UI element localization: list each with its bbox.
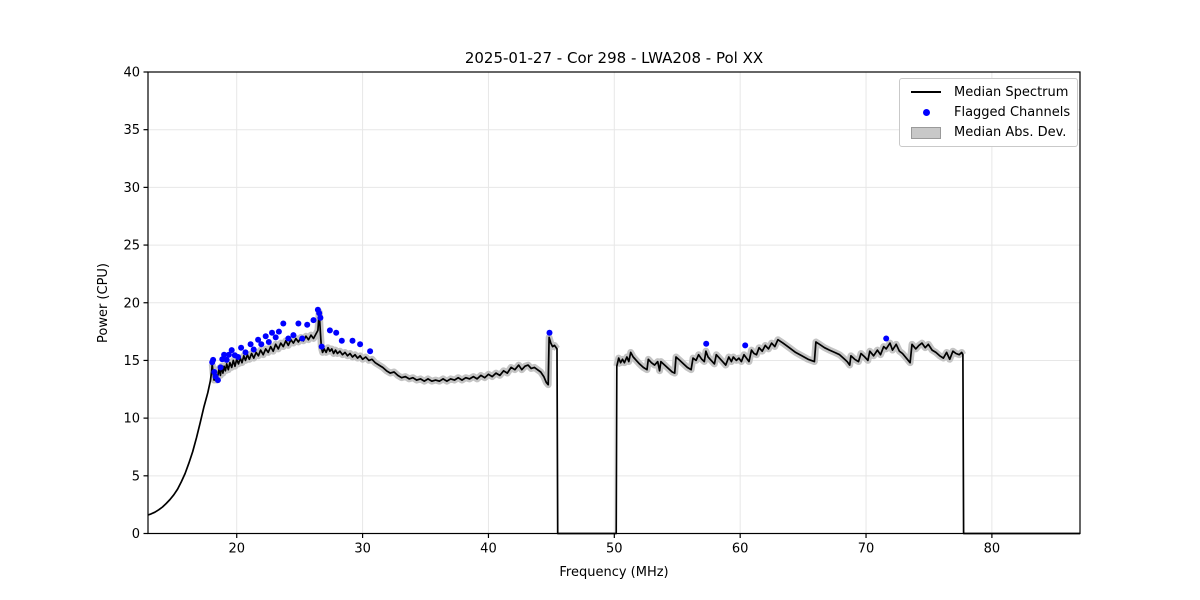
x-tick-label: 50 (606, 542, 623, 557)
flagged-channel-dot (223, 356, 230, 363)
flagged-channel-dot (316, 310, 323, 317)
flagged-channel-dot (280, 320, 287, 327)
flagged-channel-dot (219, 356, 226, 363)
flagged-channel-dot (217, 364, 224, 371)
y-axis-label: Power (CPU) (96, 263, 111, 343)
flagged-channel-dot (326, 327, 333, 334)
mad-band-segment (208, 308, 560, 389)
y-tick-label: 10 (123, 412, 140, 427)
legend-label: Median Abs. Dev. (954, 125, 1067, 141)
flagged-channel-dot (225, 351, 232, 358)
flagged-channel-dot (269, 329, 275, 336)
flagged-channel-dot (238, 344, 245, 351)
flagged-channel-dot (228, 347, 235, 354)
flagged-channel-dot (214, 377, 221, 384)
x-axis-label: Frequency (MHz) (559, 565, 668, 580)
legend: Median Spectrum Flagged Channels Median … (899, 78, 1078, 147)
median-spectrum-line (147, 311, 1080, 535)
flagged-channel-dot (265, 339, 272, 345)
legend-item-median-abs-dev: Median Abs. Dev. (906, 123, 1071, 143)
y-tick-label: 20 (123, 296, 140, 311)
flagged-channels-dot-icon (906, 108, 946, 116)
flagged-channel-dot (210, 356, 217, 363)
legend-label: Flagged Channels (954, 104, 1071, 120)
chart-title: 2025-01-27 - Cor 298 - LWA208 - Pol XX (465, 49, 763, 67)
median-spectrum-path (147, 311, 1080, 535)
flagged-channel-dot (338, 337, 345, 344)
flagged-channel-dot (299, 335, 306, 342)
axis-ticks: 20 30 40 50 60 70 80 0 5 10 15 20 25 30 35 40 (123, 66, 1000, 557)
x-tick-label: 60 (732, 542, 749, 557)
x-tick-label: 70 (858, 542, 875, 557)
legend-label: Median Spectrum (954, 84, 1069, 100)
y-tick-label: 35 (123, 123, 140, 138)
y-tick-label: 5 (132, 469, 140, 484)
flagged-channel-dot (275, 328, 282, 335)
flagged-channel-dot (703, 340, 710, 347)
flagged-channel-dot (317, 314, 324, 321)
legend-item-flagged-channels: Flagged Channels (906, 102, 1071, 122)
flagged-channel-dot (290, 332, 297, 339)
flagged-channel-dot (357, 341, 364, 348)
x-tick-label: 40 (480, 542, 497, 557)
legend-item-median-spectrum: Median Spectrum (906, 82, 1071, 102)
flagged-channel-dot (258, 341, 265, 348)
y-tick-label: 15 (123, 354, 140, 369)
flagged-channel-dot (272, 334, 279, 341)
flagged-channel-dot (295, 320, 302, 327)
flagged-channel-dot (742, 342, 749, 349)
mad-band-swatch-icon (906, 126, 946, 139)
flagged-channel-dot (255, 336, 262, 343)
flagged-channel-dot (235, 354, 241, 360)
flagged-channel-dot (211, 369, 218, 375)
flagged-channel-dot (304, 321, 311, 328)
flagged-channel-dot (250, 346, 257, 353)
flagged-channel-dot (221, 351, 228, 358)
flagged-channel-dot (318, 343, 325, 350)
x-tick-label: 80 (984, 542, 1001, 557)
flagged-channel-dot (247, 341, 254, 348)
median-spectrum-line-icon (906, 91, 946, 94)
y-tick-label: 25 (123, 239, 140, 254)
flagged-channel-dot (333, 329, 340, 336)
y-tick-label: 0 (132, 527, 140, 542)
flagged-channel-dot (349, 337, 356, 344)
y-tick-label: 40 (123, 66, 140, 81)
x-tick-label: 20 (228, 542, 245, 557)
x-tick-label: 30 (354, 542, 371, 557)
flagged-channels-dots (209, 306, 890, 384)
flagged-channel-dot (310, 317, 317, 324)
grid (148, 71, 1080, 534)
flagged-channel-dot (883, 335, 890, 342)
flagged-channel-dot (285, 335, 292, 342)
flagged-channel-dot (546, 329, 553, 336)
flagged-channel-dot (262, 333, 269, 340)
flagged-channel-dot (242, 349, 249, 356)
y-tick-label: 30 (123, 181, 140, 196)
flagged-channel-dot (367, 348, 374, 355)
